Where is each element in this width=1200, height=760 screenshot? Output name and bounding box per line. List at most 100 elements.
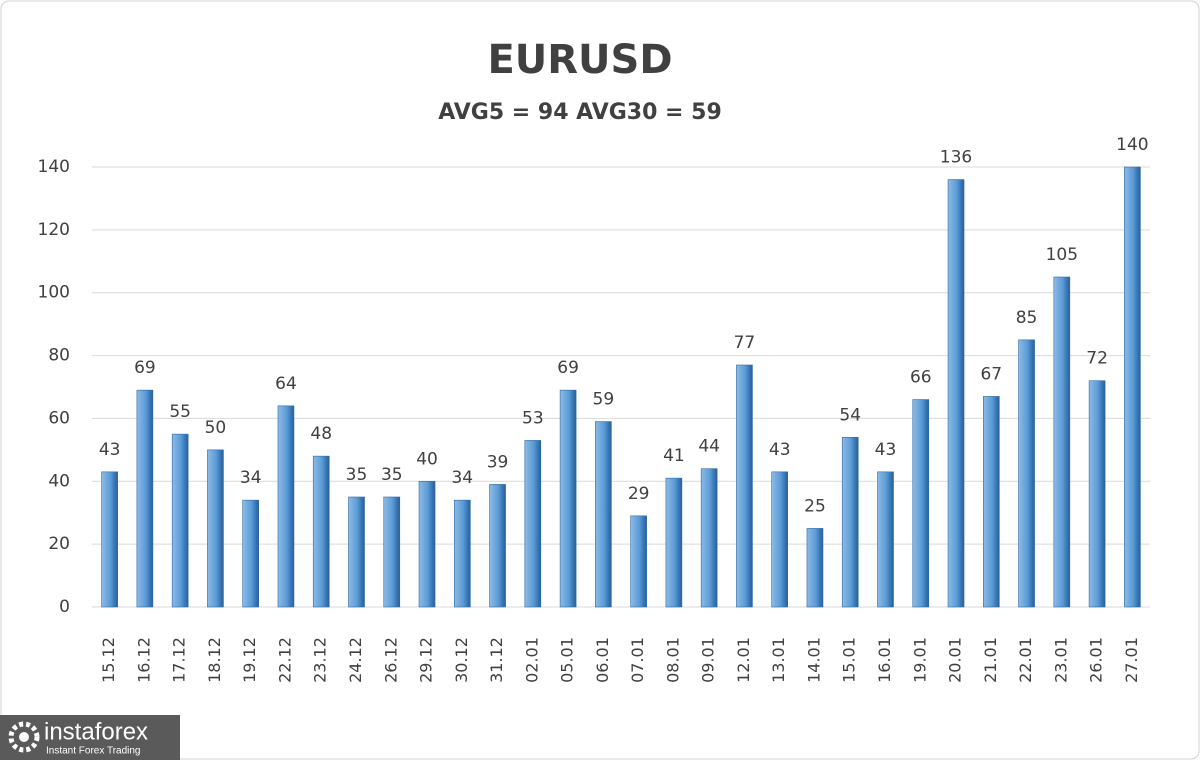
x-tick-label: 26.01 xyxy=(1087,637,1106,683)
chart-title: EURUSD xyxy=(487,37,672,83)
x-tick-label: 19.01 xyxy=(910,637,929,683)
logo-brand: instaforex xyxy=(44,718,148,745)
bar xyxy=(242,499,259,608)
bar xyxy=(1088,380,1106,608)
x-tick-label: 21.01 xyxy=(981,637,1000,683)
bar xyxy=(912,399,930,608)
x-tick-label: 06.01 xyxy=(593,637,612,683)
data-label: 55 xyxy=(169,402,191,422)
x-tick-label: 23.01 xyxy=(1051,637,1070,683)
x-tick-label: 13.01 xyxy=(769,637,788,683)
x-tick-label: 31.12 xyxy=(487,637,506,683)
data-label: 69 xyxy=(134,358,156,378)
data-label: 25 xyxy=(804,496,826,516)
bar xyxy=(841,436,859,608)
bar xyxy=(1053,276,1071,608)
logo-icon-core xyxy=(19,732,29,742)
bar xyxy=(736,364,753,608)
bar xyxy=(1018,339,1035,608)
x-tick-label: 29.12 xyxy=(417,637,436,683)
logo-box xyxy=(0,715,180,760)
bar xyxy=(312,455,330,608)
bar xyxy=(101,471,118,608)
bar xyxy=(418,480,436,608)
bar xyxy=(771,471,789,608)
x-tick-label: 24.12 xyxy=(346,637,365,683)
data-label: 54 xyxy=(839,405,861,425)
data-label: 67 xyxy=(980,364,1002,384)
x-tick-label: 16.01 xyxy=(875,637,894,683)
bar xyxy=(982,396,1000,608)
x-tick-label: 27.01 xyxy=(1122,637,1141,683)
bar xyxy=(559,389,577,608)
bar xyxy=(171,433,189,608)
data-label: 43 xyxy=(99,440,121,460)
bar xyxy=(947,179,965,608)
data-label: 72 xyxy=(1086,349,1108,369)
data-label: 85 xyxy=(1016,308,1038,328)
data-label: 41 xyxy=(663,446,685,466)
y-tick-label: 20 xyxy=(48,534,70,554)
data-label: 29 xyxy=(628,484,650,504)
bar xyxy=(524,440,542,608)
x-tick-label: 15.12 xyxy=(99,637,118,683)
bar xyxy=(806,528,824,608)
x-tick-label: 14.01 xyxy=(804,637,823,683)
bar xyxy=(277,405,295,608)
bar xyxy=(630,515,647,608)
data-label: 50 xyxy=(205,418,227,438)
bar xyxy=(665,477,683,608)
bar xyxy=(207,449,224,608)
data-label: 44 xyxy=(698,437,720,457)
bar xyxy=(595,421,612,608)
x-tick-label: 05.01 xyxy=(558,637,577,683)
data-label: 66 xyxy=(910,368,932,388)
y-tick-label: 140 xyxy=(38,157,70,177)
data-label: 39 xyxy=(487,452,509,472)
data-label: 77 xyxy=(734,333,756,353)
y-tick-label: 100 xyxy=(38,283,70,303)
data-label: 43 xyxy=(875,440,897,460)
bar xyxy=(136,389,154,608)
data-label: 140 xyxy=(1116,135,1148,155)
data-label: 53 xyxy=(522,408,544,428)
x-tick-label: 22.12 xyxy=(275,637,294,683)
x-tick-label: 09.01 xyxy=(699,637,718,683)
logo-icon xyxy=(8,721,40,753)
data-label: 105 xyxy=(1046,245,1078,265)
x-tick-label: 02.01 xyxy=(522,637,541,683)
x-tick-label: 30.12 xyxy=(452,637,471,683)
bar xyxy=(877,471,894,608)
data-label: 35 xyxy=(381,465,403,485)
x-tick-label: 22.01 xyxy=(1016,637,1035,683)
x-tick-label: 26.12 xyxy=(381,637,400,683)
bar xyxy=(489,484,506,608)
x-tick-label: 15.01 xyxy=(840,637,859,683)
data-label: 35 xyxy=(346,465,368,485)
logo-tagline: Instant Forex Trading xyxy=(46,746,141,757)
data-label: 34 xyxy=(451,468,473,488)
x-tick-label: 18.12 xyxy=(205,637,224,683)
logo: instaforex Instant Forex Trading xyxy=(0,715,180,760)
data-label: 69 xyxy=(557,358,579,378)
bar xyxy=(383,496,401,608)
x-tick-label: 23.12 xyxy=(311,637,330,683)
bar xyxy=(348,496,365,608)
bar xyxy=(700,468,718,608)
chart-subtitle: AVG5 = 94 AVG30 = 59 xyxy=(438,100,722,125)
data-label: 64 xyxy=(275,374,297,394)
x-tick-label: 12.01 xyxy=(734,637,753,683)
x-tick-label: 07.01 xyxy=(628,637,647,683)
data-label: 136 xyxy=(940,148,972,168)
data-label: 34 xyxy=(240,468,262,488)
x-tick-label: 17.12 xyxy=(170,637,189,683)
y-tick-label: 60 xyxy=(48,408,70,428)
data-label: 43 xyxy=(769,440,791,460)
data-label: 59 xyxy=(593,390,615,410)
y-tick-label: 120 xyxy=(38,220,70,240)
y-tick-label: 40 xyxy=(48,471,70,491)
bar xyxy=(1124,166,1141,608)
x-tick-label: 20.01 xyxy=(946,637,965,683)
